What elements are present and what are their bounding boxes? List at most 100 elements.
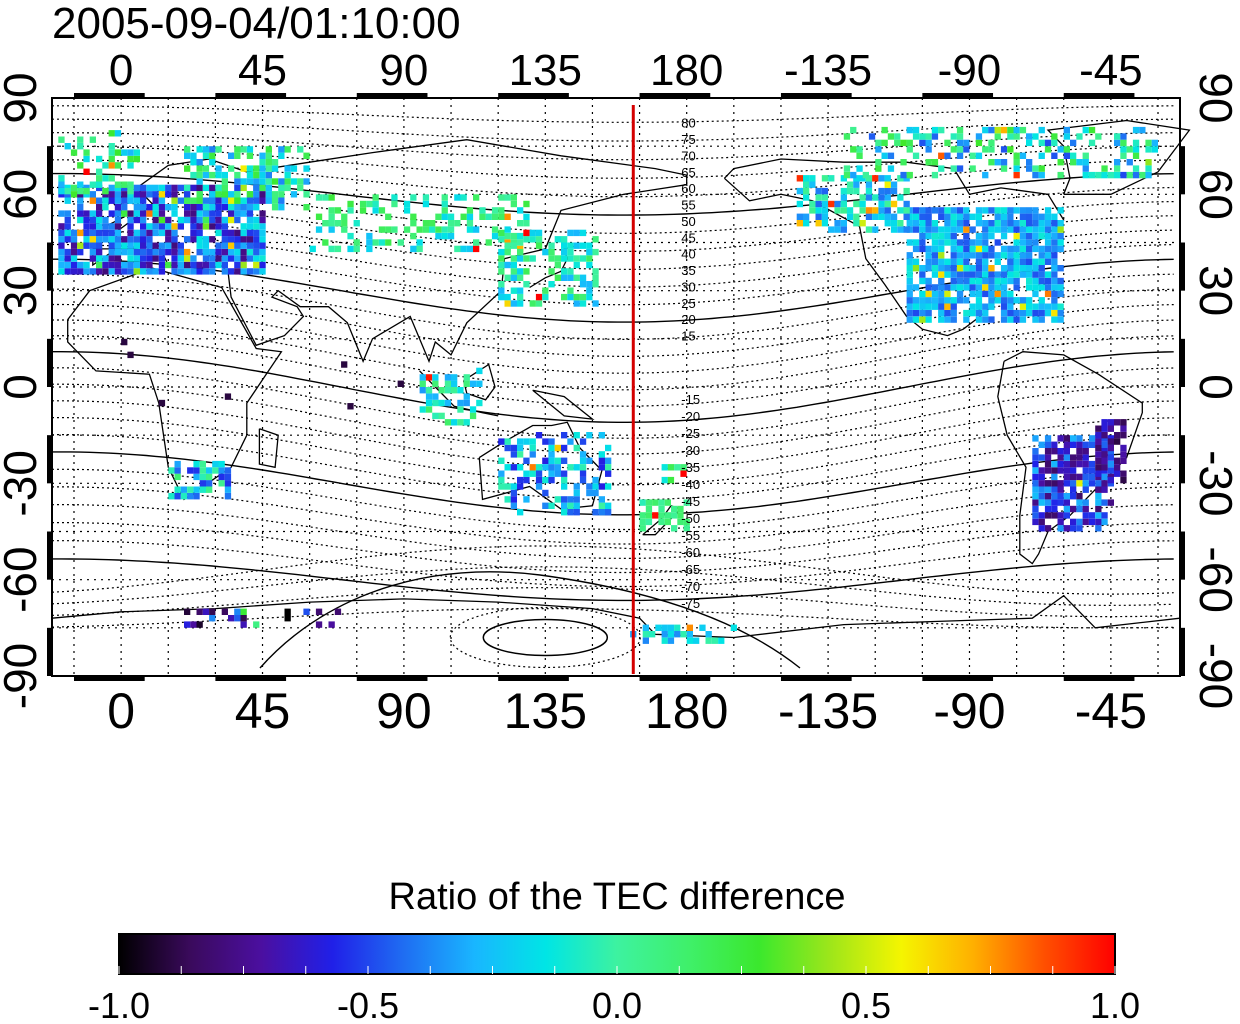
tec-pixel — [1026, 309, 1033, 317]
tec-pixel — [498, 236, 505, 243]
tec-pixel — [1114, 171, 1121, 179]
tec-pixel — [667, 624, 675, 631]
tec-pixel — [190, 197, 197, 204]
tec-pixel — [1063, 435, 1070, 442]
tec-pixel — [912, 126, 920, 134]
tec-pixel — [89, 236, 96, 243]
tec-pixel — [96, 155, 103, 163]
tec-pixel — [1000, 303, 1008, 310]
tec-pixel — [202, 210, 210, 217]
tec-pixel — [432, 393, 439, 400]
tec-pixel — [906, 277, 913, 285]
tec-pixel — [982, 146, 989, 153]
tec-pixel — [975, 232, 983, 240]
left-latitude-label: -90 — [0, 643, 46, 709]
tec-pixel — [146, 248, 153, 256]
tec-pixel — [202, 204, 210, 211]
tec-pixel — [209, 171, 216, 179]
tec-pixel — [177, 242, 184, 249]
tec-pixel — [988, 126, 995, 134]
tec-pixel — [1057, 480, 1064, 487]
tec-pixel — [1095, 171, 1102, 179]
tec-pixel — [77, 187, 84, 195]
tec-pixel — [579, 438, 587, 445]
tec-pixel — [259, 171, 266, 179]
tec-pixel — [234, 184, 241, 192]
tec-pixel — [1000, 316, 1008, 323]
tec-pixel — [912, 316, 920, 323]
colorbar-tick-label: 0.0 — [592, 985, 642, 1024]
tec-pixel — [982, 290, 989, 298]
tec-pixel — [652, 499, 659, 506]
tec-pixel — [240, 621, 247, 628]
tec-pixel — [228, 615, 235, 622]
tec-pixel — [165, 191, 172, 198]
tec-pixel — [956, 207, 964, 214]
tec-pixel — [473, 194, 480, 201]
tec-pixel — [1032, 303, 1039, 310]
tec-pixel — [856, 152, 863, 159]
tec-pixel — [422, 194, 430, 201]
tec-pixel — [228, 152, 235, 159]
tec-pixel — [846, 181, 854, 188]
tec-pixel — [209, 197, 216, 204]
tec-pixel — [853, 213, 860, 220]
tec-pixel — [680, 464, 687, 471]
tec-pixel — [1088, 467, 1096, 474]
tec-pixel — [919, 265, 926, 272]
tec-pixel — [158, 197, 166, 204]
tec-pixel — [730, 624, 737, 631]
tec-pixel — [906, 265, 913, 272]
tec-pixel — [1000, 220, 1008, 227]
tec-pixel — [158, 248, 166, 256]
tec-pixel — [529, 470, 536, 477]
tec-pixel — [711, 637, 719, 644]
tec-pixel — [451, 374, 458, 381]
tec-pixel — [567, 502, 574, 509]
tec-pixel — [70, 236, 78, 243]
tec-pixel — [1032, 239, 1039, 246]
tec-pixel — [517, 248, 524, 256]
tec-pixel — [438, 387, 445, 394]
tec-pixel — [224, 467, 232, 474]
tec-pixel — [184, 204, 191, 211]
tec-pixel — [221, 242, 228, 249]
tec-pixel — [982, 265, 989, 272]
tec-pixel — [853, 181, 860, 188]
tec-pixel — [240, 248, 247, 256]
tec-pixel — [1070, 467, 1077, 474]
tec-pixel — [567, 268, 574, 275]
tec-pixel — [586, 248, 593, 256]
tec-pixel — [77, 197, 84, 204]
tec-pixel — [196, 146, 203, 153]
tec-pixel — [96, 229, 103, 237]
tec-pixel — [209, 159, 216, 166]
tec-pixel — [963, 139, 970, 147]
tec-pixel — [796, 213, 803, 220]
tec-pixel — [510, 261, 517, 269]
axis-tick-bar — [47, 338, 53, 387]
tec-pixel — [956, 133, 964, 140]
tec-pixel — [897, 207, 904, 214]
tec-pixel — [1082, 460, 1089, 468]
tec-pixel — [1032, 207, 1039, 214]
tec-pixel — [108, 229, 115, 237]
tec-pixel — [190, 255, 197, 262]
tec-pixel — [1019, 213, 1027, 220]
tec-pixel — [1019, 297, 1027, 304]
tec-pixel — [803, 181, 810, 188]
tec-pixel — [152, 268, 159, 275]
axis-tick-bar — [47, 146, 53, 195]
tec-pixel — [605, 470, 612, 477]
tec-pixel — [228, 248, 235, 256]
tec-pixel — [190, 216, 197, 224]
tec-pixel — [925, 232, 932, 240]
tec-pixel — [1044, 226, 1052, 233]
tec-pixel — [1032, 245, 1039, 253]
tec-pixel — [592, 489, 599, 497]
tec-pixel — [878, 187, 885, 195]
tec-pixel — [1070, 460, 1077, 468]
tec-pixel — [190, 261, 197, 269]
tec-pixel — [184, 216, 191, 224]
tec-pixel — [975, 265, 983, 272]
